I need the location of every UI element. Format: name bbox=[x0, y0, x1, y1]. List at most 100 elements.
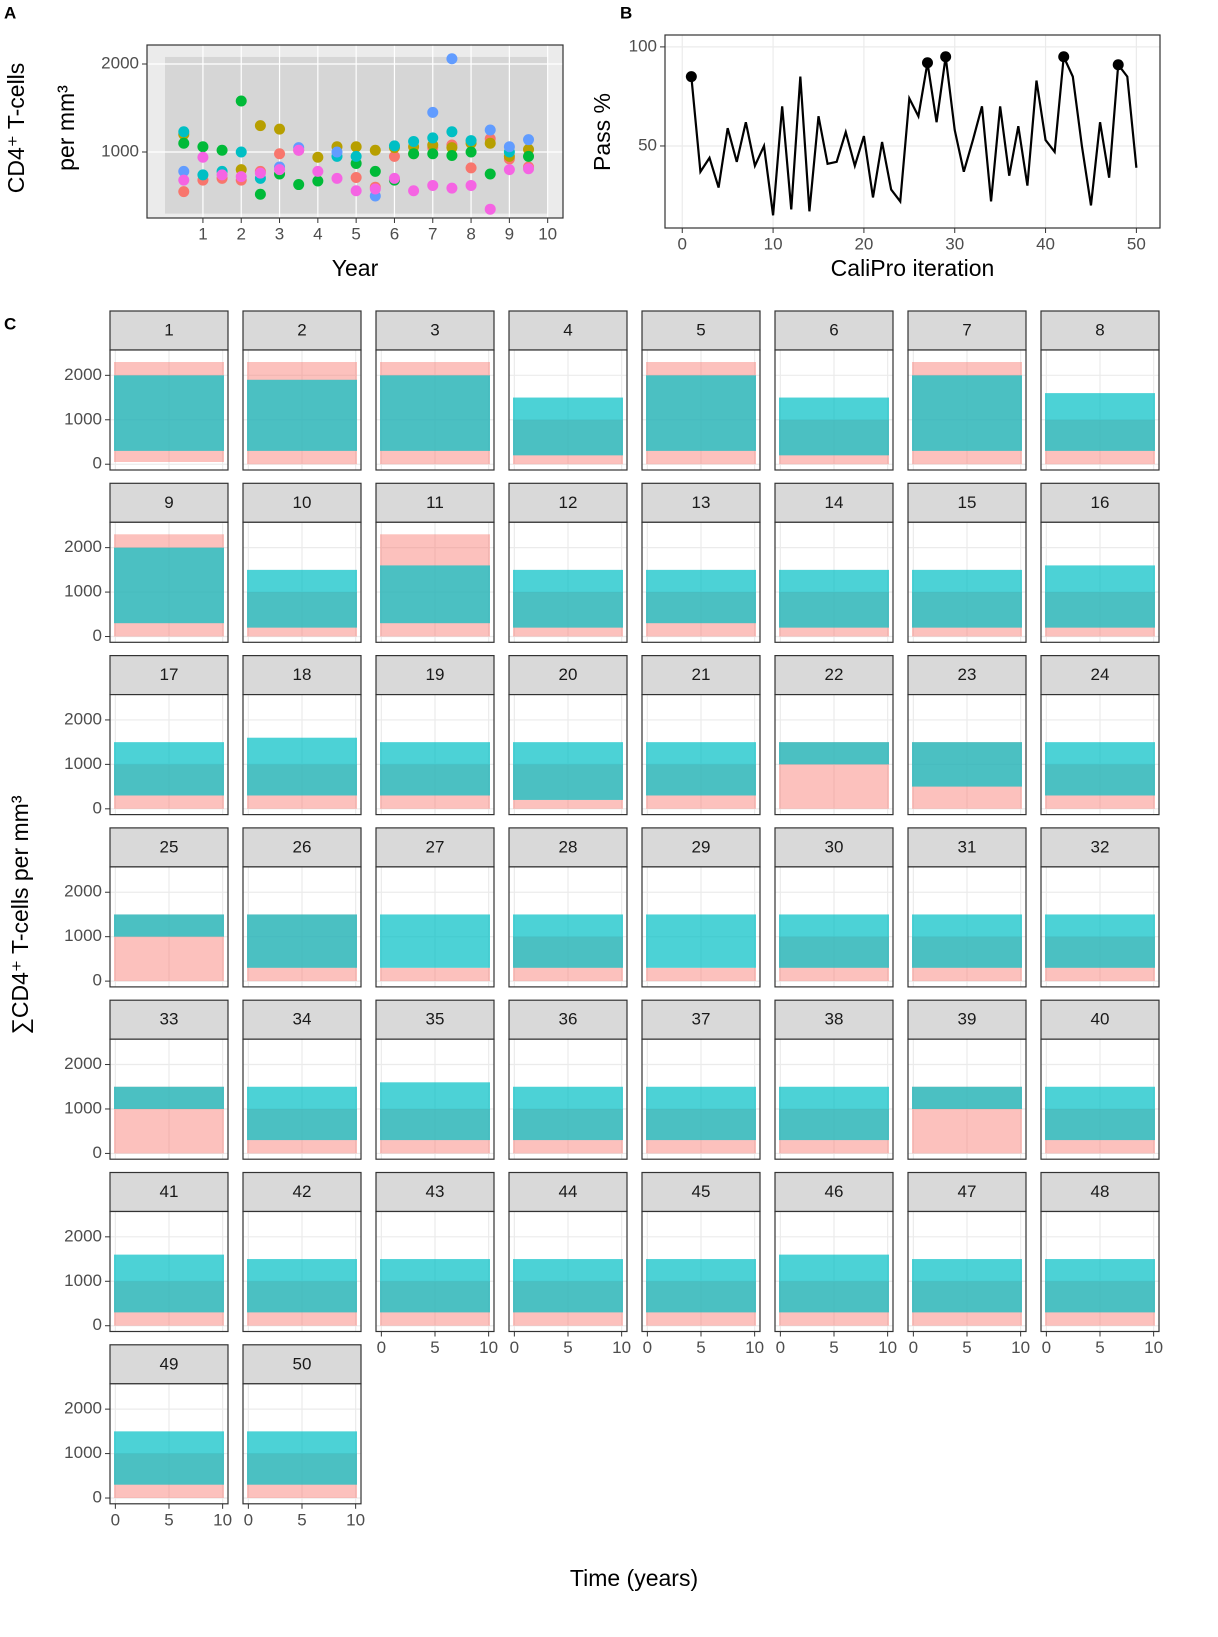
pass-band bbox=[912, 1259, 1022, 1313]
y-tick-label: 1000 bbox=[101, 141, 139, 160]
plot-border bbox=[774, 521, 894, 643]
x-tick-label: 40 bbox=[1036, 234, 1055, 253]
data-point bbox=[484, 168, 496, 180]
facet-label: 9 bbox=[164, 493, 173, 512]
plot-border bbox=[1040, 693, 1160, 816]
y-tick-label: 1000 bbox=[64, 1098, 102, 1117]
plot-border bbox=[242, 1038, 362, 1160]
pass-band bbox=[1045, 1086, 1155, 1141]
data-point bbox=[274, 164, 286, 176]
data-point bbox=[216, 144, 228, 156]
pass-band bbox=[1045, 565, 1155, 628]
x-tick-label: 8 bbox=[466, 224, 475, 243]
facet-label: 30 bbox=[825, 837, 844, 856]
x-tick-label: 5 bbox=[563, 1338, 572, 1357]
pass-band bbox=[380, 1259, 490, 1313]
x-tick-label: 1 bbox=[198, 224, 207, 243]
data-point bbox=[369, 165, 381, 177]
y-tick-label: 1000 bbox=[64, 926, 102, 945]
pass-band bbox=[380, 565, 490, 624]
data-point bbox=[465, 179, 477, 191]
facet-strip bbox=[774, 999, 894, 1040]
facet-strip bbox=[508, 310, 628, 351]
data-point bbox=[427, 106, 439, 118]
facet-label: 1 bbox=[164, 320, 173, 339]
pass-band bbox=[114, 742, 224, 796]
facet-strip bbox=[774, 827, 894, 868]
facet-strip bbox=[375, 310, 495, 351]
plot-border bbox=[1040, 521, 1160, 643]
data-point bbox=[484, 137, 496, 149]
data-point bbox=[350, 141, 362, 153]
data-point bbox=[484, 203, 496, 215]
facet-label: 28 bbox=[559, 837, 578, 856]
data-point bbox=[197, 169, 209, 181]
facet-label: 8 bbox=[1095, 320, 1104, 339]
facet-strip bbox=[907, 1171, 1027, 1213]
pass-band bbox=[380, 375, 490, 451]
pass-band bbox=[247, 914, 357, 968]
facet-strip bbox=[242, 827, 362, 868]
pass-band bbox=[247, 1431, 357, 1485]
facet-label: 32 bbox=[1091, 837, 1110, 856]
data-point bbox=[350, 185, 362, 197]
plot-border bbox=[242, 866, 362, 988]
plot-border bbox=[109, 349, 229, 471]
facet-label: 17 bbox=[160, 665, 179, 684]
pass-band bbox=[1045, 1259, 1155, 1313]
pass-band bbox=[114, 1254, 224, 1313]
x-tick-label: 5 bbox=[164, 1510, 173, 1529]
facet-strip bbox=[1040, 827, 1160, 868]
y-tick-label: 1000 bbox=[64, 582, 102, 601]
facet-label: 26 bbox=[293, 837, 312, 856]
y-tick-label: 2000 bbox=[64, 1399, 102, 1418]
facet-strip bbox=[109, 999, 229, 1040]
y-tick-label: 2000 bbox=[64, 1054, 102, 1073]
x-tick-label: 10 bbox=[745, 1338, 764, 1357]
y-tick-label: 1000 bbox=[64, 409, 102, 428]
data-point bbox=[446, 142, 458, 154]
data-point bbox=[312, 151, 324, 163]
y-tick-label: 1000 bbox=[64, 754, 102, 773]
facet-label: 25 bbox=[160, 837, 179, 856]
data-point bbox=[216, 169, 228, 181]
x-tick-label: 0 bbox=[776, 1338, 785, 1357]
plot-border bbox=[109, 521, 229, 643]
data-point bbox=[503, 164, 515, 176]
pass-band bbox=[646, 914, 756, 968]
x-tick-label: 0 bbox=[678, 234, 687, 253]
plot-border bbox=[907, 1210, 1027, 1333]
data-point bbox=[408, 148, 420, 160]
data-point bbox=[388, 172, 400, 184]
panel-letter: B bbox=[620, 3, 632, 22]
y-tick-label: 2000 bbox=[64, 709, 102, 728]
facet-label: 14 bbox=[825, 493, 844, 512]
pass-band bbox=[114, 375, 224, 451]
data-point bbox=[197, 141, 209, 153]
x-tick-label: 20 bbox=[854, 234, 873, 253]
pass-band bbox=[646, 1086, 756, 1141]
y-axis-label: per mm³ bbox=[53, 85, 79, 171]
x-tick-label: 0 bbox=[244, 1510, 253, 1529]
plot-border bbox=[1040, 866, 1160, 988]
pass-band bbox=[380, 1082, 490, 1141]
facet-label: 37 bbox=[692, 1010, 711, 1029]
facet-strip bbox=[907, 310, 1027, 351]
facet-label: 44 bbox=[559, 1182, 578, 1201]
plot-border bbox=[242, 521, 362, 643]
y-tick-label: 100 bbox=[629, 36, 657, 55]
data-point bbox=[178, 165, 190, 177]
facet-strip bbox=[242, 1344, 362, 1385]
data-point bbox=[350, 172, 362, 184]
facet-label: 39 bbox=[958, 1010, 977, 1029]
facet-strip bbox=[774, 310, 894, 351]
facet-strip bbox=[907, 654, 1027, 696]
plot-border bbox=[508, 1210, 628, 1333]
plot-border bbox=[774, 866, 894, 988]
y-tick-label: 2000 bbox=[64, 537, 102, 556]
facet-strip bbox=[242, 654, 362, 696]
highlight-point bbox=[1112, 59, 1124, 71]
pass-band bbox=[513, 1259, 623, 1313]
y-tick-label: 0 bbox=[93, 798, 102, 817]
data-point bbox=[178, 126, 190, 138]
